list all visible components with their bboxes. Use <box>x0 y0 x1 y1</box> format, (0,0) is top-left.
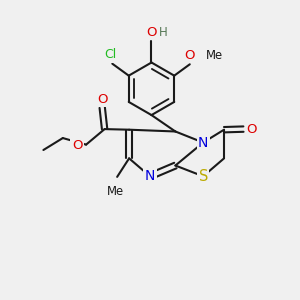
Text: O: O <box>97 93 107 106</box>
Text: O: O <box>146 26 156 38</box>
Text: Cl: Cl <box>104 48 116 61</box>
Text: S: S <box>199 169 208 184</box>
Text: N: N <box>198 136 208 149</box>
Text: H: H <box>159 26 168 38</box>
Text: Me: Me <box>206 49 223 62</box>
Text: O: O <box>72 139 83 152</box>
Text: O: O <box>184 49 195 62</box>
Text: N: N <box>145 169 155 183</box>
Text: O: O <box>247 123 257 136</box>
Text: Me: Me <box>106 185 124 198</box>
